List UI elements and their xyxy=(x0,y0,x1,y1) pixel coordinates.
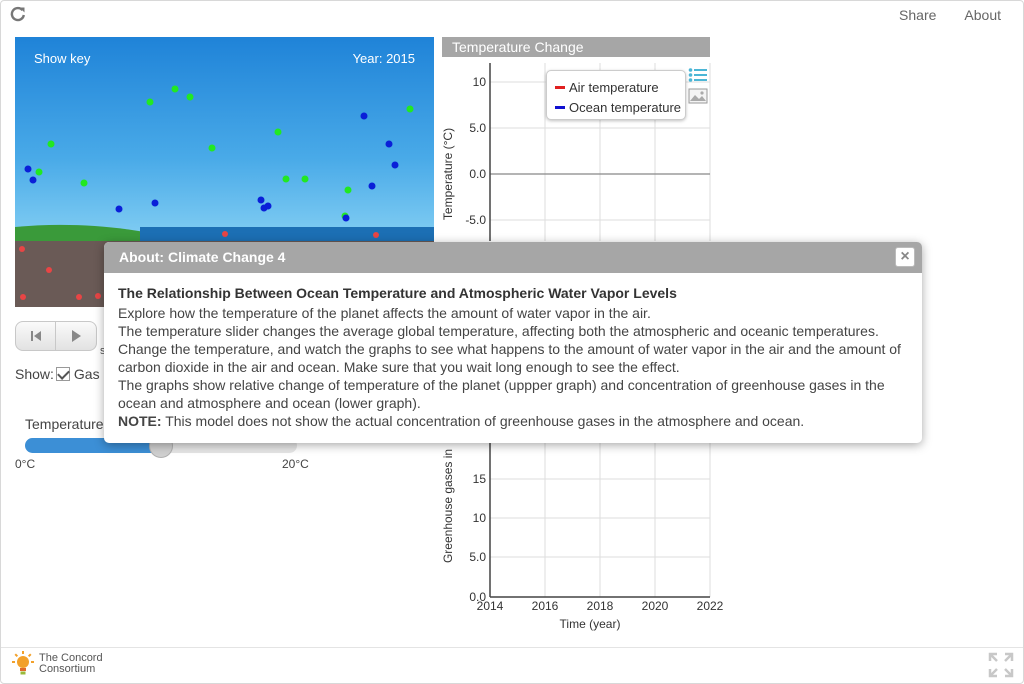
ocean-surface xyxy=(140,227,434,241)
co2-molecule xyxy=(342,214,350,222)
co2-molecule xyxy=(29,176,37,184)
graph-area: 10 5.0 0.0 -5.0 Temperature (°C) 15 10 5.0 0.0 Gr… xyxy=(441,63,724,631)
graph-title: Temperature Change xyxy=(442,37,710,57)
legend-ocean-label: Ocean temperature xyxy=(569,99,682,115)
close-button[interactable]: × xyxy=(895,247,915,267)
co2-molecule xyxy=(385,140,393,148)
about-dialog-header: About: Climate Change 4 × xyxy=(104,242,922,273)
y-tick-label-upper: -5.0 xyxy=(465,213,486,227)
y-axis-label-upper: Temperature (°C) xyxy=(441,128,455,220)
graph-legend: Air temperature Ocean temperature xyxy=(546,70,686,120)
year-label: Year: 2015 xyxy=(352,51,415,66)
slider-max-label: 20°C xyxy=(282,457,309,471)
water-vapor-molecule xyxy=(186,93,194,101)
water-vapor-molecule xyxy=(35,168,43,176)
ocean-swatch xyxy=(555,105,565,109)
ocean-molecule xyxy=(95,293,101,299)
co2-molecule xyxy=(115,205,123,213)
about-paragraph-2: The temperature slider changes the avera… xyxy=(118,323,901,375)
water-vapor-molecule xyxy=(406,105,414,113)
water-vapor-molecule xyxy=(146,98,154,106)
about-dialog: About: Climate Change 4 × The Relationsh… xyxy=(104,242,922,443)
playback-controls xyxy=(15,321,97,351)
concord-logo[interactable]: The Concord Consortium xyxy=(11,651,103,677)
y-tick-label-upper: 0.0 xyxy=(469,167,486,181)
about-paragraph-3: The graphs show relative change of tempe… xyxy=(118,377,885,411)
note-label: NOTE: xyxy=(118,413,162,429)
x-axis-label: Time (year) xyxy=(560,617,621,631)
x-tick-label: 2014 xyxy=(477,599,504,613)
water-vapor-molecule xyxy=(274,128,282,136)
logo-text: The Concord Consortium xyxy=(39,653,103,675)
co2-molecule xyxy=(391,161,399,169)
snapshot-image-icon[interactable] xyxy=(688,88,708,104)
logo-line-2: Consortium xyxy=(39,663,96,675)
y-tick-label-upper: 10 xyxy=(473,75,487,89)
skip-back-icon xyxy=(30,331,41,341)
share-link[interactable]: Share xyxy=(899,7,937,23)
fullscreen-icon[interactable] xyxy=(987,651,1015,679)
water-vapor-molecule xyxy=(301,175,309,183)
note-text: This model does not show the actual conc… xyxy=(161,413,805,429)
about-note: NOTE: This model does not show the actua… xyxy=(118,412,908,430)
about-dialog-title: About: Climate Change 4 xyxy=(119,249,286,265)
water-vapor-molecule xyxy=(344,186,352,194)
water-vapor-molecule xyxy=(47,140,55,148)
ocean-molecule xyxy=(20,294,26,300)
air-swatch xyxy=(555,85,565,89)
x-tick-label: 2022 xyxy=(697,599,724,613)
ocean-molecule xyxy=(46,267,52,273)
about-paragraph-1: Explore how the temperature of the plane… xyxy=(118,305,651,321)
x-tick-label: 2020 xyxy=(642,599,669,613)
water-vapor-molecule xyxy=(80,179,88,187)
co2-molecule xyxy=(360,112,368,120)
water-vapor-molecule xyxy=(208,144,216,152)
reload-icon[interactable] xyxy=(9,5,27,23)
land-area xyxy=(15,224,145,241)
ocean-molecule xyxy=(222,231,228,237)
about-heading: The Relationship Between Ocean Temperatu… xyxy=(118,285,677,301)
about-link[interactable]: About xyxy=(964,7,1001,23)
close-icon: × xyxy=(900,248,910,265)
water-vapor-molecule xyxy=(282,175,290,183)
x-tick-label: 2016 xyxy=(532,599,559,613)
legend-air-label: Air temperature xyxy=(569,79,659,95)
ocean-molecule xyxy=(19,246,25,252)
co2-molecule xyxy=(368,182,376,190)
top-nav: Share About xyxy=(899,7,1001,23)
logo-line-1: The Concord xyxy=(39,652,103,664)
y-tick-label-lower: 5.0 xyxy=(469,550,486,564)
footer-divider xyxy=(1,647,1023,648)
show-key-button[interactable]: Show key xyxy=(34,51,91,66)
play-button[interactable] xyxy=(56,321,97,351)
ocean-molecule xyxy=(373,232,379,238)
co2-molecule xyxy=(151,199,159,207)
legend-toggle-icon[interactable] xyxy=(688,67,708,83)
legend-item-ocean: Ocean temperature xyxy=(555,97,685,117)
co2-molecule xyxy=(257,196,265,204)
co2-molecule xyxy=(24,165,32,173)
ocean-molecule xyxy=(76,294,82,300)
temperature-slider-label: Temperature xyxy=(25,416,104,432)
gases-label: Gas xyxy=(73,366,100,382)
slider-min-label: 0°C xyxy=(15,457,36,471)
water-vapor-molecule xyxy=(171,85,179,93)
legend-item-air: Air temperature xyxy=(555,77,685,97)
show-options: Show: Gas xyxy=(15,366,100,382)
x-tick-label: 2018 xyxy=(587,599,614,613)
gases-checkbox[interactable] xyxy=(55,367,70,381)
play-icon xyxy=(72,330,81,342)
about-dialog-body: The Relationship Between Ocean Temperatu… xyxy=(104,273,922,430)
speed-label-fragment: s xyxy=(100,345,106,357)
show-label: Show: xyxy=(15,366,54,382)
y-tick-label-lower: 10 xyxy=(473,511,487,525)
y-tick-label-lower: 0.0 xyxy=(469,590,486,604)
co2-molecule xyxy=(264,202,272,210)
y-tick-label-upper: 5.0 xyxy=(469,121,486,135)
lightbulb-logo-icon xyxy=(12,651,34,675)
y-tick-label-lower: 15 xyxy=(473,472,487,486)
y-axis-label-lower: Greenhouse gases in xyxy=(441,449,455,563)
reset-button[interactable] xyxy=(15,321,56,351)
